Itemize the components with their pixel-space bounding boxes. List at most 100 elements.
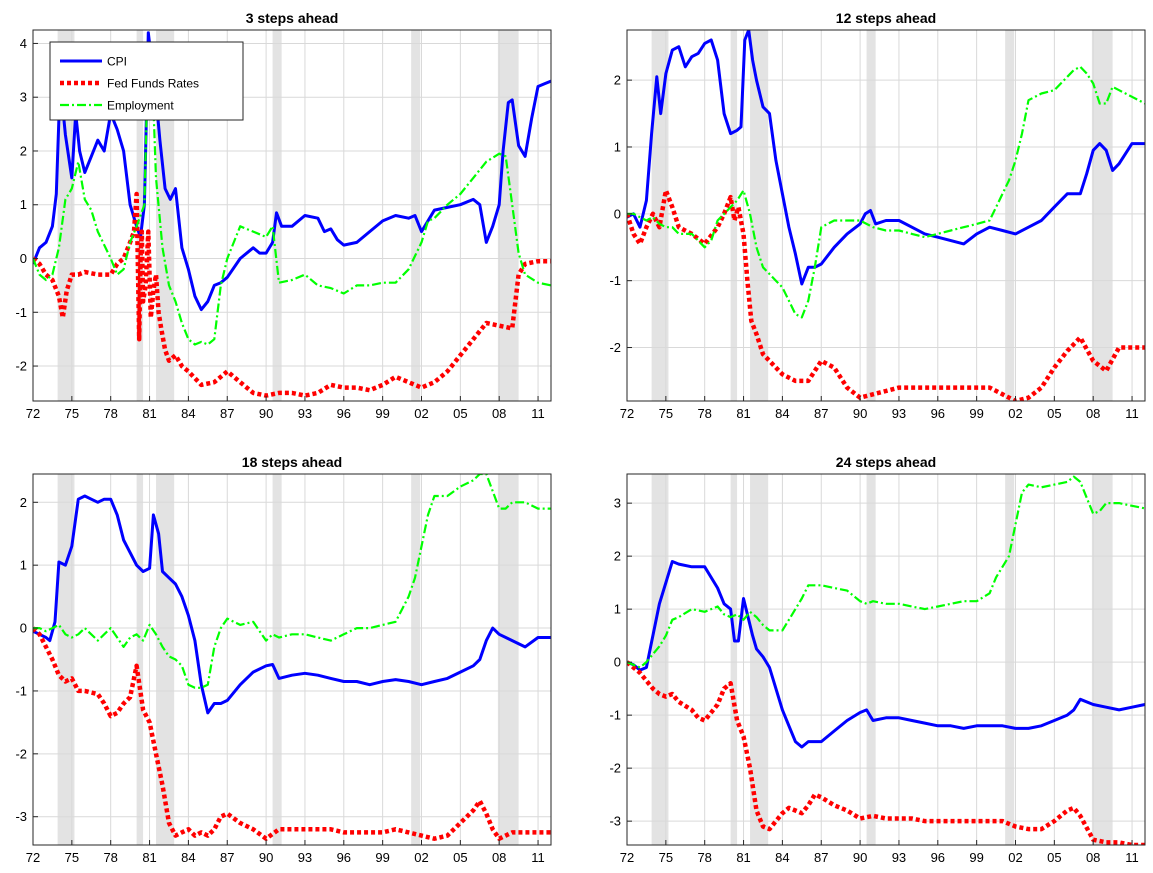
recession-band (136, 474, 144, 845)
y-tick-label: 1 (614, 602, 621, 617)
series-line-employment (33, 474, 551, 689)
x-tick-label: 72 (620, 406, 634, 421)
x-tick-label: 84 (775, 850, 789, 865)
recession-band (866, 474, 876, 845)
legend-label: Fed Funds Rates (107, 77, 199, 91)
panel-2: 72 75 78 81 84 87 90 93 96 99 02 05 08 11 -2 -1 0 1 2 12 st… (609, 10, 1146, 421)
y-tick-label: 2 (614, 73, 621, 88)
x-tick-label: 96 (931, 406, 945, 421)
recession-band (1091, 30, 1113, 401)
plot-area (627, 474, 1145, 845)
x-tick-label: 72 (620, 850, 634, 865)
panel-title: 3 steps ahead (246, 10, 339, 26)
x-tick-label: 84 (775, 406, 789, 421)
x-tick-label: 75 (659, 850, 673, 865)
x-tick-label: 87 (814, 406, 828, 421)
x-tick-label: 11 (531, 406, 545, 421)
y-tick-label: 3 (614, 496, 621, 511)
y-tick-label: 2 (20, 495, 27, 510)
y-tick-label: -1 (15, 683, 27, 698)
series-line-fed-funds-rates (627, 188, 1145, 401)
axes-box (626, 29, 1146, 402)
y-tick-label: -2 (609, 340, 621, 355)
x-tick-label: 11 (1125, 850, 1139, 865)
x-tick-label: 93 (298, 850, 312, 865)
x-tick-label: 96 (337, 406, 351, 421)
panel-title: 12 steps ahead (836, 10, 936, 26)
x-tick-label: 84 (181, 406, 195, 421)
recession-band (497, 474, 519, 845)
x-tick-label: 81 (736, 406, 750, 421)
axes-box (32, 473, 552, 846)
x-tick-label: 75 (659, 406, 673, 421)
legend-label: CPI (107, 55, 127, 69)
x-tick-label: 02 (1008, 850, 1022, 865)
y-tick-label: 0 (20, 251, 27, 266)
recession-band (57, 474, 75, 845)
y-tick-label: -2 (609, 761, 621, 776)
legend: CPI Fed Funds Rates Employment (49, 41, 244, 121)
y-tick-label: 4 (20, 36, 27, 51)
series-line-employment (627, 65, 1145, 319)
x-tick-label: 87 (220, 406, 234, 421)
y-tick-label: 1 (614, 139, 621, 154)
x-tick-label: 08 (1086, 850, 1100, 865)
y-tick-label: -1 (609, 708, 621, 723)
x-tick-label: 02 (414, 406, 428, 421)
y-tick-label: -2 (15, 359, 27, 374)
x-tick-label: 84 (181, 850, 195, 865)
x-tick-label: 78 (697, 406, 711, 421)
axes-box (32, 29, 552, 402)
x-tick-label: 96 (337, 850, 351, 865)
y-tick-label: 3 (20, 90, 27, 105)
x-tick-label: 93 (892, 406, 906, 421)
y-tick-label: -2 (15, 746, 27, 761)
recession-band (1091, 474, 1113, 845)
x-tick-label: 81 (142, 850, 156, 865)
x-tick-label: 78 (103, 406, 117, 421)
x-tick-label: 11 (1125, 406, 1139, 421)
recession-band (156, 30, 175, 401)
y-tick-label: 1 (20, 558, 27, 573)
x-tick-label: 81 (142, 406, 156, 421)
x-tick-label: 87 (814, 850, 828, 865)
y-tick-label: 0 (614, 655, 621, 670)
y-tick-label: -3 (609, 814, 621, 829)
x-tick-label: 99 (969, 406, 983, 421)
series-line-cpi (33, 31, 551, 312)
series-group (33, 474, 551, 841)
y-tick-label: 2 (614, 549, 621, 564)
recession-band (1005, 30, 1015, 401)
x-tick-label: 87 (220, 850, 234, 865)
recession-band (651, 474, 669, 845)
x-tick-label: 75 (65, 406, 79, 421)
x-tick-label: 81 (736, 850, 750, 865)
recession-band (272, 474, 282, 845)
y-tick-label: 2 (20, 143, 27, 158)
x-tick-label: 08 (492, 406, 506, 421)
legend-label: Employment (107, 99, 174, 113)
recession-band (497, 30, 519, 401)
panel-4: 72 75 78 81 84 87 90 93 96 99 02 05 08 11 -3 -2 -1 0 1 2 3 24… (609, 454, 1146, 865)
y-tick-label: 0 (20, 621, 27, 636)
series-group (33, 31, 551, 398)
panel-3: 72 75 78 81 84 87 90 93 96 99 02 05 08 11 -3 -2 -1 0 1 2 18 … (15, 454, 552, 865)
plot-area (627, 30, 1145, 401)
x-tick-label: 11 (531, 850, 545, 865)
recession-band (750, 30, 769, 401)
x-tick-label: 05 (1047, 406, 1061, 421)
series-line-cpi (627, 560, 1145, 749)
axes-box (626, 473, 1146, 846)
y-tick-label: -1 (15, 305, 27, 320)
plot-area (33, 474, 551, 845)
x-tick-label: 08 (492, 850, 506, 865)
x-tick-label: 96 (931, 850, 945, 865)
y-tick-label: 1 (20, 197, 27, 212)
y-tick-label: -3 (15, 809, 27, 824)
x-tick-label: 02 (414, 850, 428, 865)
x-tick-label: 75 (65, 850, 79, 865)
x-tick-label: 05 (453, 406, 467, 421)
x-tick-label: 05 (1047, 850, 1061, 865)
x-tick-label: 99 (375, 406, 389, 421)
